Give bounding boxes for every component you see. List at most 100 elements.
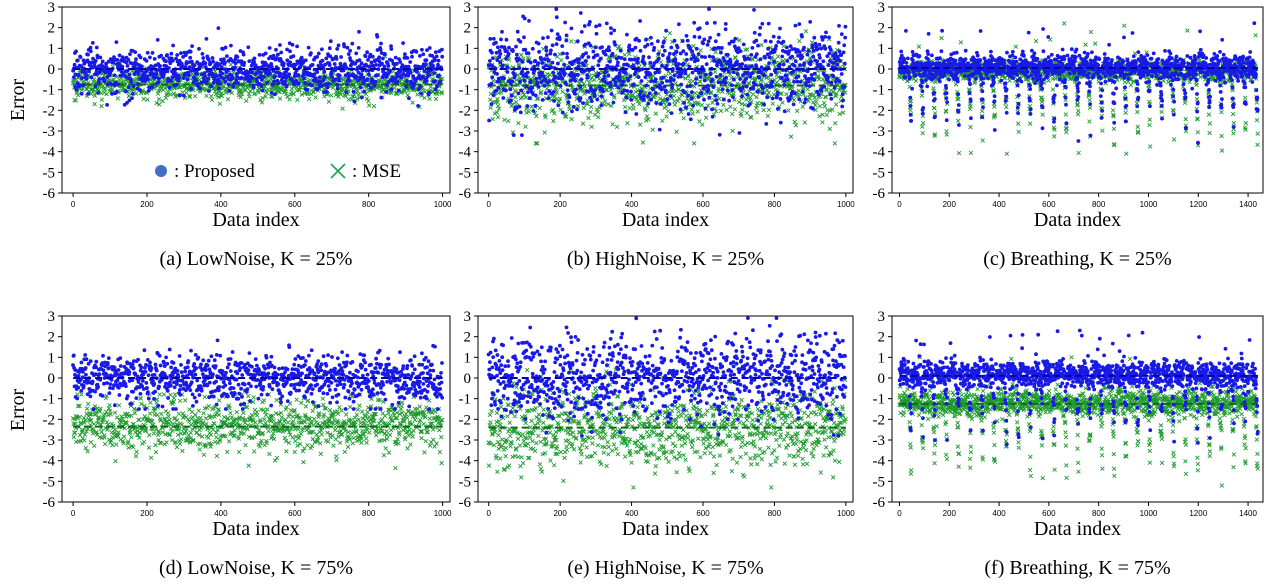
proposed-point [79,64,83,69]
proposed-point [370,54,375,59]
proposed-point [431,63,435,68]
proposed-point [194,71,199,76]
proposed-point [767,61,771,65]
proposed-point [146,89,151,93]
mse-point [608,87,614,93]
proposed-point [743,64,748,68]
proposed-point [668,79,673,83]
proposed-point [588,20,592,24]
proposed-point [261,74,266,79]
mse-point [797,38,802,44]
proposed-point [566,100,571,105]
proposed-point [116,82,120,87]
proposed-point [842,43,847,48]
proposed-point [589,99,594,103]
mse-point [141,96,146,102]
proposed-point [782,83,786,87]
proposed-point [556,103,561,108]
mse-point [742,102,747,108]
proposed-point [136,72,141,76]
proposed-point [672,73,677,77]
mse-point [630,102,636,108]
proposed-point [842,61,847,66]
mse-point [699,102,705,108]
proposed-point [509,98,513,103]
proposed-point [692,20,697,25]
proposed-point [227,89,232,93]
proposed-point [232,81,237,85]
proposed-point [787,49,792,53]
mse-point [559,58,564,63]
mse-point [802,120,808,125]
proposed-point [686,93,690,98]
proposed-point [322,75,327,80]
mse-point [516,120,521,126]
mse-point [556,99,562,104]
mse-point [770,101,775,106]
mse-point [180,90,185,95]
y-tick-label: 0 [48,62,56,78]
proposed-point [809,59,813,64]
proposed-point [494,40,498,45]
proposed-point [490,75,495,80]
proposed-point [826,79,831,84]
mse-point [352,84,357,90]
mse-point [260,95,265,101]
proposed-point [716,32,721,37]
proposed-point [840,104,845,109]
proposed-point [613,83,618,88]
proposed-point [604,21,609,26]
mse-point [669,88,674,94]
mse-point [1076,108,1081,114]
proposed-point [347,78,352,83]
proposed-point [336,43,341,48]
proposed-point [558,84,563,88]
mse-point [609,103,614,109]
proposed-point [843,35,848,40]
proposed-point [93,84,98,89]
proposed-point [346,52,351,56]
proposed-point [315,55,319,59]
proposed-point [306,45,311,50]
mse-point [564,114,569,120]
mse-point [754,103,760,108]
proposed-point [130,92,135,96]
proposed-point [498,60,503,65]
proposed-point [514,44,518,49]
proposed-point [601,89,605,94]
proposed-point [279,78,284,83]
proposed-point [344,66,349,70]
proposed-point [647,91,652,96]
proposed-point [715,102,720,106]
proposed-point [236,81,240,85]
mse-point [1086,92,1092,97]
proposed-point [263,51,268,56]
mse-point [781,43,786,49]
proposed-point [546,35,550,40]
proposed-point [537,50,541,54]
mse-point [382,78,388,83]
proposed-point [719,63,724,68]
proposed-point [217,86,221,91]
mse-point [557,51,563,57]
mse-point [1087,105,1093,111]
mse-point [1013,44,1019,49]
proposed-point [212,66,217,70]
proposed-point [758,25,763,30]
proposed-point [648,60,653,65]
proposed-point [676,62,681,66]
proposed-point [622,57,627,62]
proposed-point [700,65,705,69]
proposed-point [667,51,672,56]
proposed-point [504,88,508,93]
proposed-point [487,118,491,123]
proposed-point [782,78,787,83]
mse-point [807,92,813,97]
proposed-point [145,74,149,79]
proposed-point [352,99,357,104]
proposed-point [594,31,599,36]
proposed-point [703,106,708,111]
proposed-point [770,84,774,89]
proposed-point [514,106,519,111]
proposed-point [328,54,333,59]
